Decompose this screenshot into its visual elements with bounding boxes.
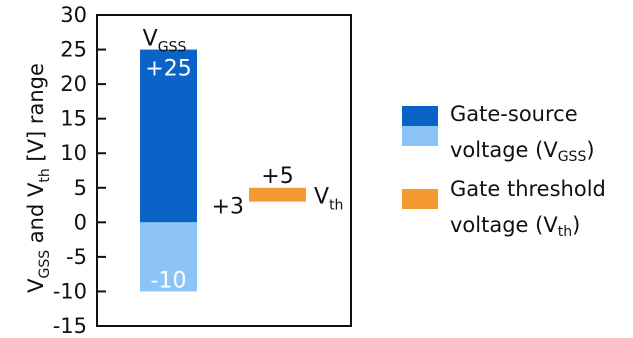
bars [140, 49, 306, 292]
plot-frame [96, 14, 352, 327]
y-tick-label: 0 [74, 210, 87, 234]
data-labels: +25 -10 VGSS +5 +3 Vth [143, 27, 344, 294]
bar-vgss-negative [140, 222, 197, 292]
legend-vth-line1: Gate threshold [450, 177, 606, 201]
legend-vth-line2: voltage (Vth) [450, 213, 581, 240]
chart-svg: 30 25 20 15 10 5 0 -5 -10 -15 +25 -10 VGSS +5 +3 Vth V… [24, 3, 352, 338]
label-vgss-name: VGSS [143, 27, 187, 56]
legend-swatch-vgss-positive [402, 106, 438, 126]
bar-vgss-positive [140, 49, 197, 223]
y-axis-label: VGSS and Vth [V] range [24, 63, 53, 293]
legend-vgss-line1: Gate-source [450, 102, 578, 126]
label-vth-min: +3 [212, 195, 244, 220]
legend-vgss-line2: voltage (VGSS) [450, 138, 595, 165]
y-tick-label: 25 [60, 38, 87, 62]
y-tick-label: 5 [74, 176, 87, 200]
y-tick-label: -10 [53, 279, 87, 303]
y-axis-ticks: 30 25 20 15 10 5 0 -5 -10 -15 [53, 3, 106, 338]
label-vth-name: Vth [314, 185, 343, 214]
label-vgss-min: -10 [151, 268, 187, 293]
legend-item-vth: Gate threshold voltage (Vth) [400, 177, 630, 266]
legend-swatch-vgss-negative [402, 126, 438, 146]
label-vgss-max: +25 [145, 57, 191, 82]
y-tick-label: 10 [60, 141, 87, 165]
label-vth-max: +5 [261, 164, 293, 189]
y-tick-label: 30 [60, 3, 87, 27]
y-tick-label: 20 [60, 72, 87, 96]
legend: Gate-source voltage (VGSS) Gate threshol… [400, 98, 630, 266]
y-tick-label: -15 [53, 314, 87, 338]
legend-swatch-vth [402, 189, 438, 209]
y-tick-label: -5 [66, 245, 87, 269]
y-tick-label: 15 [60, 107, 87, 131]
legend-item-vgss: Gate-source voltage (VGSS) [400, 98, 630, 182]
bar-vth [249, 187, 306, 202]
